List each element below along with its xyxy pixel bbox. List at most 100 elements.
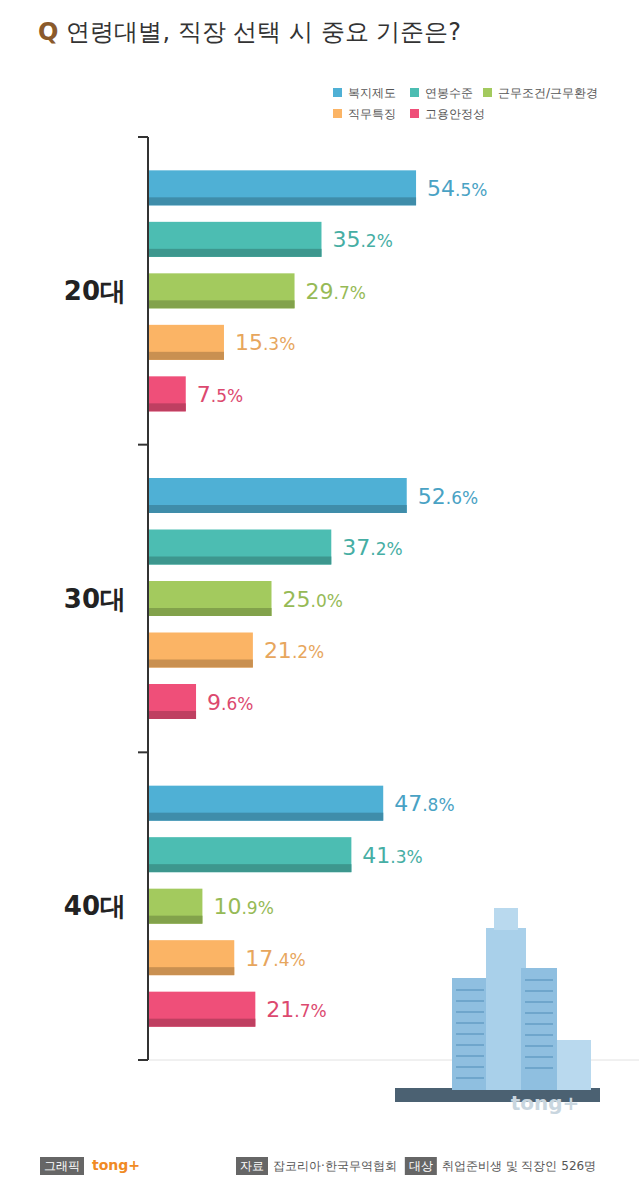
data-label: 35.2%	[332, 227, 392, 252]
building-window	[456, 1033, 484, 1035]
bar	[149, 376, 186, 411]
data-label-frac: .7%	[294, 1001, 326, 1021]
data-label-int: 29	[306, 279, 334, 304]
title: Q 연령대별, 직장 선택 시 중요 기준은?	[38, 18, 461, 46]
bar-face	[149, 992, 255, 1027]
bar-face	[149, 222, 321, 257]
category-label: 40대	[64, 891, 126, 921]
data-label-frac: .3%	[263, 334, 295, 354]
title-text: 연령대별, 직장 선택 시 중요 기준은?	[66, 18, 461, 46]
bar-shade	[149, 505, 407, 513]
data-label-frac: .2%	[360, 231, 392, 251]
building	[395, 908, 600, 1102]
footer-source: 잡코리아·한국무역협회	[273, 1159, 397, 1173]
data-label-int: 9	[207, 690, 221, 715]
data-label-int: 35	[332, 227, 360, 252]
bar	[149, 633, 253, 668]
data-label-int: 10	[213, 894, 241, 919]
building-window	[525, 1023, 553, 1025]
bar-shade	[149, 1019, 255, 1027]
data-label-frac: .3%	[390, 847, 422, 867]
building-window	[525, 1067, 553, 1069]
bar-face	[149, 581, 272, 616]
category-label: 30대	[64, 584, 126, 614]
data-label-int: 15	[235, 330, 263, 355]
bar-shade	[149, 608, 272, 616]
bar-shade	[149, 352, 224, 360]
footer-tag-bg	[40, 1157, 84, 1175]
bar-face	[149, 170, 416, 205]
bar	[149, 940, 234, 975]
data-label-int: 21	[266, 997, 294, 1022]
data-label-frac: .6%	[446, 488, 478, 508]
bar-face	[149, 376, 186, 411]
legend-swatch	[410, 109, 419, 118]
title-q: Q	[38, 18, 58, 46]
bar	[149, 837, 351, 872]
bar	[149, 684, 196, 719]
bar-shade	[149, 300, 295, 308]
building-window	[456, 1044, 484, 1046]
labels: 20대54.5%35.2%29.7%15.3%7.5%30대52.6%37.2%…	[64, 176, 488, 1022]
data-label: 21.7%	[266, 997, 326, 1022]
bar	[149, 992, 255, 1027]
footer-tag: 그래픽	[44, 1159, 80, 1173]
bar-shade	[149, 813, 383, 821]
footer-tag: 자료	[240, 1159, 264, 1173]
building-window	[456, 1000, 484, 1002]
data-label: 9.6%	[207, 690, 253, 715]
footer-tag-bg	[236, 1157, 268, 1175]
data-label-int: 37	[342, 535, 370, 560]
bar-shade	[149, 660, 253, 668]
bar-shade	[149, 403, 186, 411]
bar-face	[149, 940, 234, 975]
data-label: 29.7%	[306, 279, 366, 304]
building-window	[525, 1056, 553, 1058]
building-window	[456, 989, 484, 991]
bar	[149, 786, 383, 821]
data-label: 52.6%	[418, 484, 478, 509]
bar-face	[149, 478, 407, 513]
footer: 그래픽tong+자료잡코리아·한국무역협회대상취업준비생 및 직장인 526명	[40, 1157, 596, 1175]
bar-shade	[149, 711, 196, 719]
data-label: 10.9%	[213, 894, 273, 919]
bar-face	[149, 684, 196, 719]
bar	[149, 325, 224, 360]
bar-shade	[149, 916, 202, 924]
bar	[149, 889, 202, 924]
data-label: 47.8%	[394, 791, 454, 816]
building-window	[525, 1034, 553, 1036]
group-boundary	[138, 136, 148, 138]
data-label-frac: .2%	[370, 539, 402, 559]
data-label: 37.2%	[342, 535, 402, 560]
legend-label: 복지제도	[348, 86, 396, 100]
bar-face	[149, 325, 224, 360]
bar-face	[149, 786, 383, 821]
data-label: 21.2%	[264, 638, 324, 663]
group-boundary	[138, 1059, 148, 1061]
data-label-frac: .8%	[422, 795, 454, 815]
data-label-int: 7	[197, 382, 211, 407]
bar	[149, 530, 331, 565]
building-top	[494, 908, 518, 930]
group-boundary	[138, 751, 148, 753]
data-label-frac: .7%	[334, 283, 366, 303]
bars	[149, 170, 416, 1026]
building-tower	[521, 968, 557, 1090]
data-label-frac: .0%	[311, 591, 343, 611]
building-window	[456, 1077, 484, 1079]
data-label: 41.3%	[362, 843, 422, 868]
data-label-frac: .5%	[455, 180, 487, 200]
bar	[149, 170, 416, 205]
data-label-frac: .4%	[273, 950, 305, 970]
data-label-frac: .6%	[221, 694, 253, 714]
legend-label: 고용안정성	[425, 107, 485, 121]
group-boundary	[138, 444, 148, 446]
bar	[149, 478, 407, 513]
building-window	[456, 1066, 484, 1068]
building-window	[525, 979, 553, 981]
footer-tag: 대상	[409, 1159, 433, 1173]
data-label: 25.0%	[283, 587, 343, 612]
footer-brand: tong+	[92, 1157, 140, 1173]
legend-label: 근무조건/근무환경	[498, 86, 598, 100]
